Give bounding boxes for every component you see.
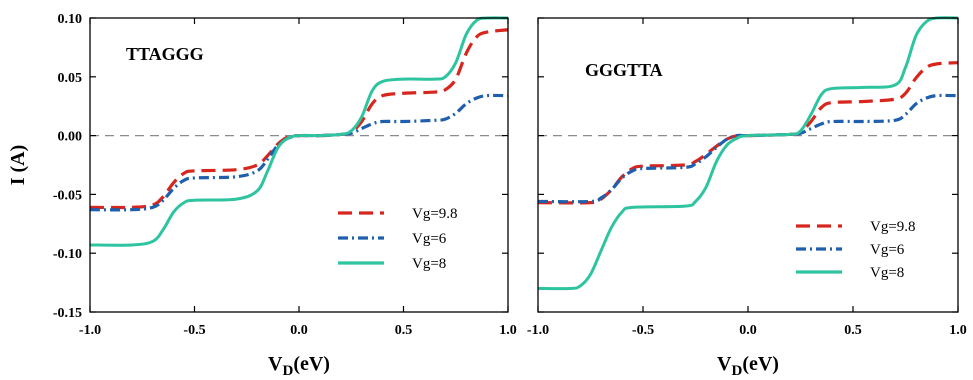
panel-title: GGGTTA [585, 60, 663, 80]
series-line-vg-8 [89, 16, 509, 247]
x-tick-label: 1.0 [499, 323, 517, 338]
legend: Vg=9.8 Vg=6 Vg=8 [338, 206, 458, 272]
x-tick-label: 0.5 [395, 323, 413, 338]
series-line-vg-6 [89, 93, 509, 212]
x-axis-label-subscript: D [731, 363, 742, 379]
x-tick-label: 1.0 [949, 323, 967, 338]
x-axis-label: VD(eV) [717, 353, 779, 379]
chart-panel-2: -1.0 -0.5 0.0 0.5 1.0GGGTTAVD(eV)Vg=9.8Vg=6V… [527, 16, 967, 379]
series-line-vg-8 [537, 16, 959, 291]
legend-label: Vg=8 [870, 265, 904, 281]
y-tick-label: -0.05 [53, 188, 82, 203]
x-tick-label: 0.5 [844, 323, 862, 338]
x-axis-label: VD(eV) [268, 353, 330, 379]
x-tick-label: -0.5 [183, 323, 205, 338]
x-tick-label: -1.0 [79, 323, 101, 338]
legend-label: Vg=8 [412, 256, 446, 272]
x-tick-label: -0.5 [632, 323, 654, 338]
panel-title: TTAGGG [126, 44, 204, 64]
y-tick-label: 0.05 [58, 71, 83, 86]
x-axis-label-unit: (eV) [293, 353, 330, 375]
x-axis-label-main: V [268, 353, 283, 375]
legend: Vg=9.8 Vg=6 Vg=8 [796, 219, 916, 281]
x-tick-label: 0.0 [739, 323, 757, 338]
x-axis-label-subscript: D [282, 363, 293, 379]
legend-label: Vg=9.8 [412, 206, 458, 222]
x-axis-label-unit: (eV) [742, 353, 779, 375]
y-tick-label: -0.10 [53, 247, 82, 262]
y-tick-label: -0.15 [53, 306, 82, 321]
legend-label: Vg=9.8 [870, 219, 916, 235]
legend-label: Vg=6 [412, 231, 447, 247]
y-tick-label: 0.00 [58, 130, 83, 145]
y-axis-label: I (A) [7, 145, 29, 186]
chart-panel-1: -1.0 -0.5 0.0 0.5 1.0 0.10 0.05 0.00 -0.05 -0.10 -… [7, 12, 517, 379]
series-line-vg-6 [537, 93, 959, 204]
y-tick-label: 0.10 [58, 12, 83, 27]
x-tick-label: 0.0 [290, 323, 308, 338]
x-tick-label: -1.0 [527, 323, 549, 338]
legend-label: Vg=6 [870, 242, 905, 258]
x-axis-label-main: V [717, 353, 732, 375]
